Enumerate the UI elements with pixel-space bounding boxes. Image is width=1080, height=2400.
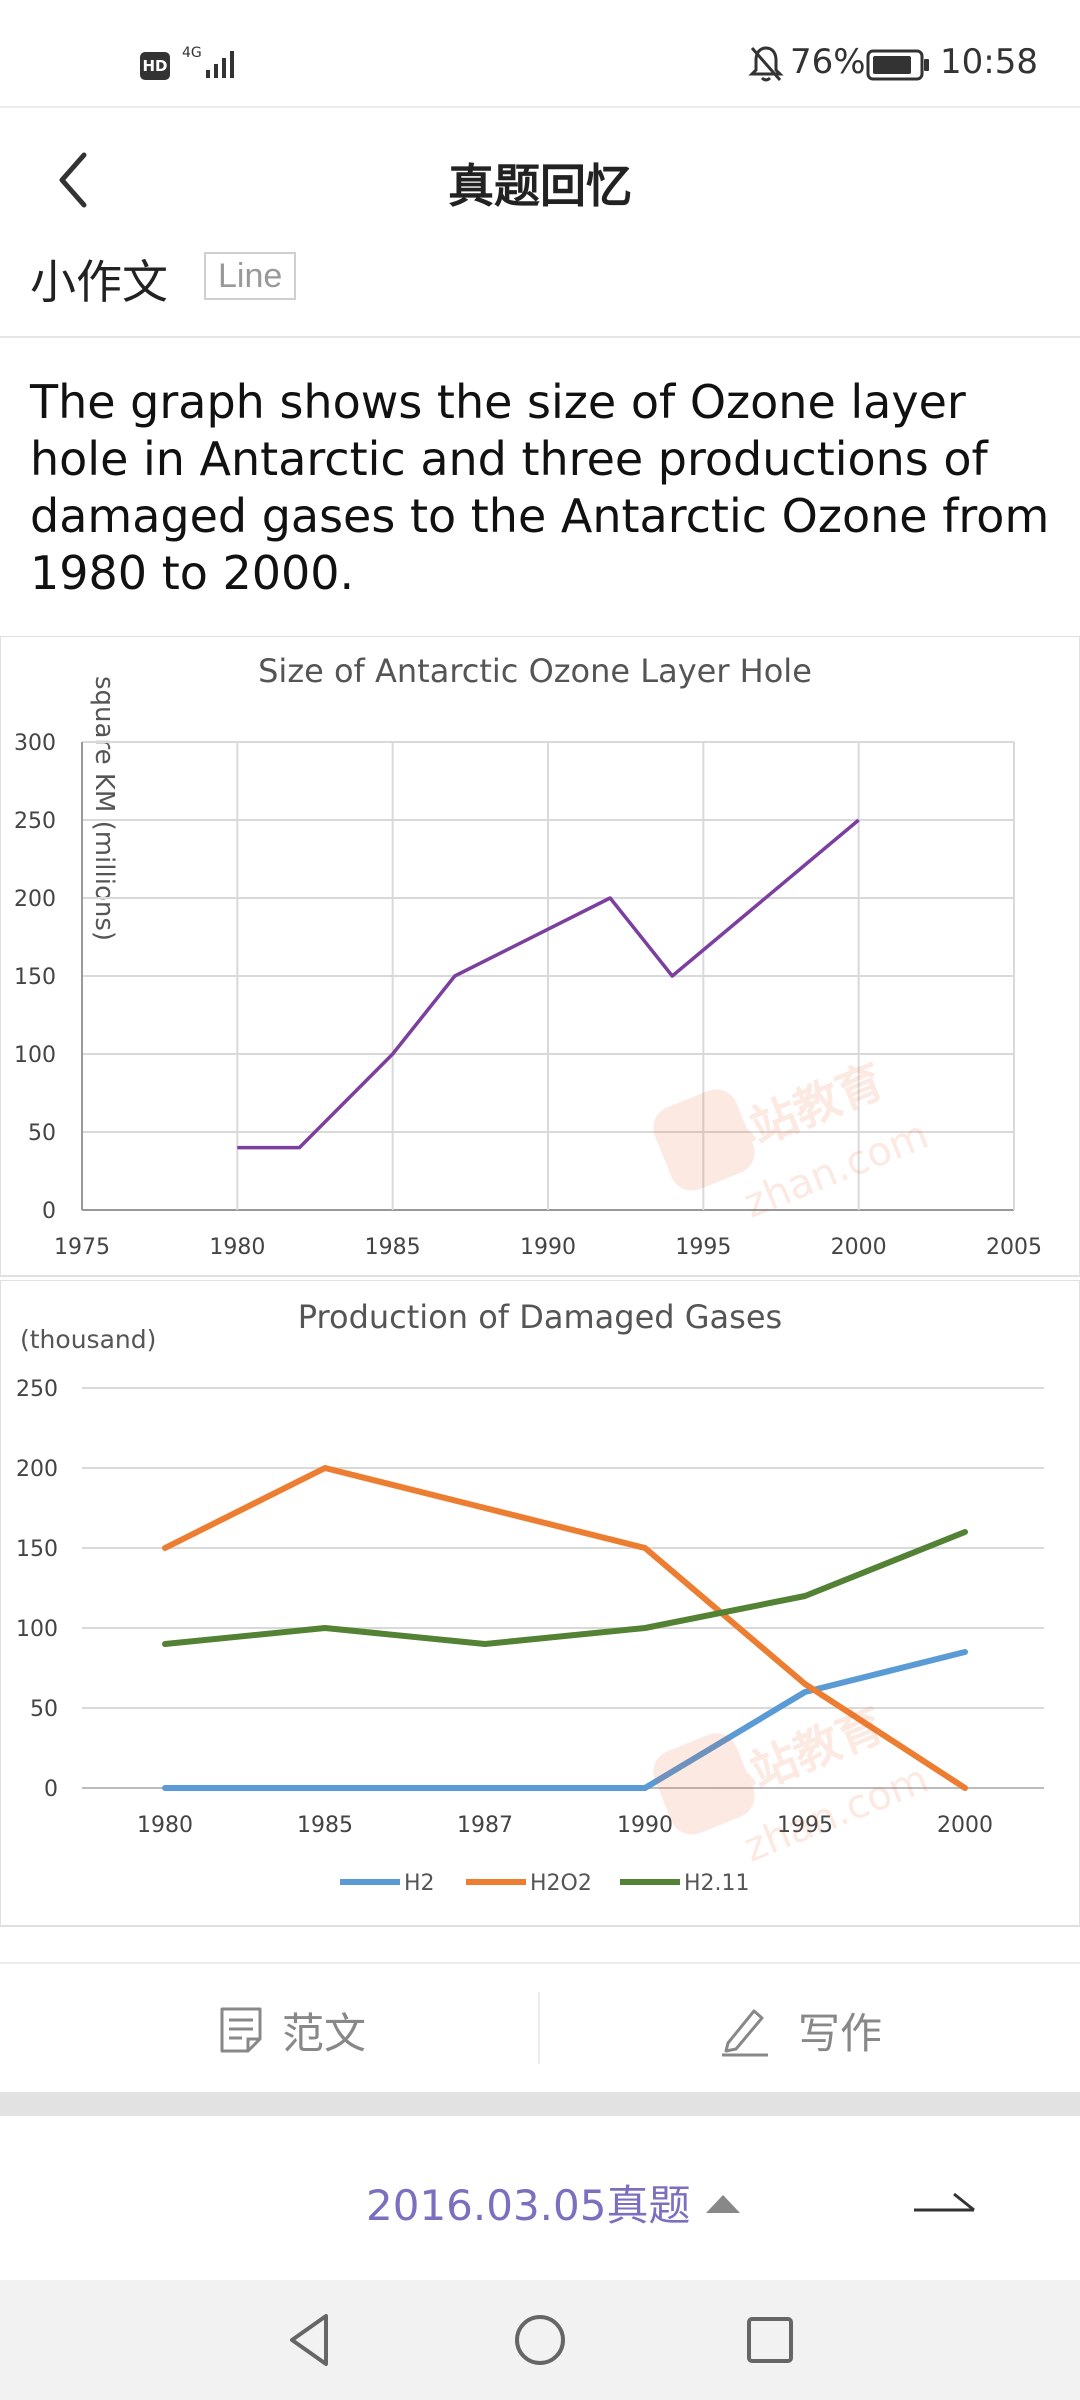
x-tick-label: 1990	[617, 1813, 673, 1838]
task-category: 小作文	[30, 255, 168, 309]
x-tick-label: 1995	[777, 1813, 833, 1838]
series-line	[237, 818, 860, 1150]
y-tick-label: 0	[44, 1777, 58, 1802]
y-tick-label: 300	[14, 731, 56, 756]
system-nav-bar	[0, 2280, 1080, 2400]
chart-type-tag: Line	[204, 252, 297, 300]
y-tick-label: 250	[14, 809, 56, 834]
chart-title: Production of Damaged Gases	[298, 1298, 782, 1336]
watermark-logo	[653, 1089, 755, 1191]
separator-band	[0, 2092, 1080, 2116]
y-tick-label: 100	[14, 1043, 56, 1068]
y-tick-label: 0	[42, 1199, 56, 1224]
series	[162, 1465, 968, 1791]
mute-notification-icon	[748, 46, 784, 82]
series-line-h2o2	[162, 1465, 968, 1791]
action-bar	[0, 1962, 1080, 2094]
chart-frame	[0, 636, 1080, 1277]
y-tick-label: 250	[16, 1377, 58, 1402]
nav-recents-icon[interactable]	[740, 2310, 800, 2370]
caret-up-icon	[706, 2194, 741, 2213]
nav-home-icon[interactable]	[510, 2310, 570, 2370]
x-tick-label: 2000	[831, 1235, 887, 1260]
chart-title: Size of Antarctic Ozone Layer Hole	[258, 652, 812, 690]
y-axis-label: (thousand)	[20, 1325, 156, 1354]
series-line-h2	[162, 1649, 968, 1791]
divider	[538, 1992, 540, 2064]
divider	[0, 336, 1080, 338]
y-axis-label: square KM (millions)	[89, 676, 119, 941]
nav-back-icon[interactable]	[280, 2310, 340, 2370]
sample-essay-label: 范文	[282, 2008, 367, 2058]
exam-selector[interactable]: 2016.03.05真题	[366, 2172, 742, 2233]
back-button[interactable]	[44, 145, 104, 215]
x-tick-label: 1987	[457, 1813, 513, 1838]
signal-icon	[206, 51, 234, 78]
x-tick-label: 1985	[297, 1813, 353, 1838]
damaged-gases-chart: Production of Damaged Gases (thousand) 0…	[0, 1280, 1080, 1927]
legend-label: H2	[404, 1871, 435, 1896]
bottom-bar	[0, 2116, 1080, 2280]
network-type: 4G	[182, 45, 202, 61]
ozone-hole-chart: Size of Antarctic Ozone Layer Hole squar…	[0, 636, 1080, 1277]
x-tick-label: 1985	[365, 1235, 421, 1260]
pencil-icon	[722, 2009, 768, 2057]
clock: 10:58	[940, 42, 1038, 82]
status-bar	[0, 0, 1080, 108]
legend-label: H2O2	[530, 1871, 592, 1896]
x-tick-label: 1990	[520, 1235, 576, 1260]
x-tick-label: 2005	[986, 1235, 1042, 1260]
write-button[interactable]: 写作	[718, 1990, 882, 2070]
task-prompt: The graph shows the size of Ozone layer …	[30, 375, 1050, 600]
y-tick-label: 150	[14, 965, 56, 990]
y-tick-label: 50	[30, 1697, 58, 1722]
next-arrow-button[interactable]	[910, 2180, 980, 2230]
legend-label: H2.11	[684, 1871, 750, 1896]
series-line-h2-11	[162, 1529, 968, 1647]
y-tick-label: 50	[28, 1121, 56, 1146]
sample-essay-button[interactable]: 范文	[216, 1990, 366, 2070]
y-tick-label: 200	[14, 887, 56, 912]
y-tick-label: 100	[16, 1617, 58, 1642]
x-tick-label: 1980	[209, 1235, 265, 1260]
tick-labels: 0 50 100 150 200 250 1980 1985 1987 1990 1995 2000	[16, 1377, 993, 1838]
watermark-logo	[653, 1733, 755, 1835]
y-tick-label: 200	[16, 1457, 58, 1482]
x-tick-label: 1995	[675, 1235, 731, 1260]
x-tick-label: 2000	[937, 1813, 993, 1838]
hd-badge: HD	[140, 52, 170, 80]
legend: H2 H2O2 H2.11	[340, 1871, 750, 1896]
series	[237, 818, 860, 1150]
x-tick-label: 1980	[137, 1813, 193, 1838]
tick-labels: 0 50 100 150 200 250 300 1975 1980 1985 1990 1995 20…	[14, 731, 1042, 1260]
write-label: 写作	[798, 2008, 883, 2058]
y-tick-label: 150	[16, 1537, 58, 1562]
exam-label: 2016.03.05真题	[366, 2181, 691, 2230]
battery-percent: 76%	[790, 42, 866, 82]
document-icon	[220, 2007, 262, 2053]
page-title: 真题回忆	[448, 159, 632, 213]
battery-icon	[866, 49, 929, 81]
x-tick-label: 1975	[54, 1235, 110, 1260]
